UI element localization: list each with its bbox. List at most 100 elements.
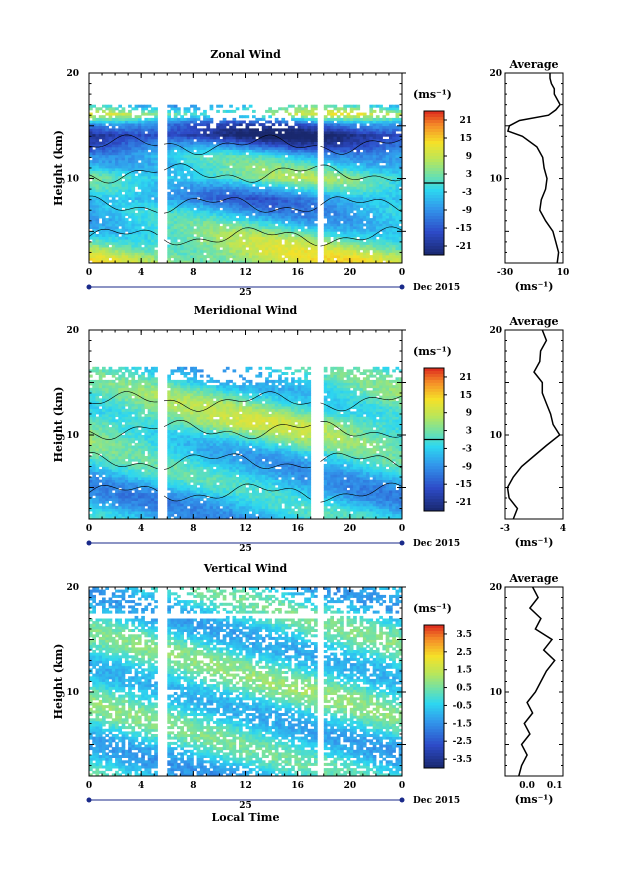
heatmap-cell [304,236,308,240]
heatmap-cell [98,215,103,219]
heatmap-cell [242,199,246,203]
heatmap-cell [105,252,109,256]
heatmap-cell [144,160,149,164]
heatmap-cell [102,173,106,177]
heatmap-cell [268,109,272,113]
heatmap-cell [268,165,272,169]
heatmap-cell [193,120,197,124]
heatmap-cell [385,231,390,235]
heatmap-cell [92,125,96,129]
heatmap-cell [314,152,318,156]
heatmap-cell [242,215,246,219]
heatmap-cell [118,117,122,121]
heatmap-cell [379,149,383,153]
heatmap-cell [154,141,158,145]
heatmap-cell [389,160,393,164]
heatmap-cell [372,223,377,227]
heatmap-cell [307,157,312,161]
heatmap-cell [196,247,201,251]
heatmap-cell [177,136,181,140]
heatmap-cell [118,189,122,193]
heatmap-cell [255,146,259,150]
heatmap-cell [274,141,279,145]
heatmap-cell [203,191,207,195]
heatmap-cell [235,170,240,174]
heatmap-cell [89,162,93,166]
heatmap-cell [265,183,269,187]
heatmap-cell [95,215,100,219]
heatmap-cell [297,199,302,203]
heatmap-cell [147,162,152,166]
heatmap-cell [92,183,96,187]
heatmap-cell [385,165,390,169]
heatmap-cell [307,125,312,129]
heatmap-cell [346,226,351,230]
heatmap-cell [297,117,302,121]
heatmap-cell [281,207,286,211]
heatmap-cell [382,202,387,206]
heatmap-cell [115,226,119,230]
heatmap-cell [239,168,243,171]
heatmap-cell [372,197,377,200]
heatmap-cell [372,125,377,129]
heatmap-cell [167,152,171,156]
contour-line [88,134,403,155]
heatmap-cell [118,218,122,222]
heatmap-cell [242,144,246,148]
heatmap-cell [395,144,400,148]
heatmap-cell [203,144,207,148]
heatmap-cell [392,123,396,127]
heatmap-cell [115,189,119,193]
heatmap-cell [369,183,374,187]
heatmap-cell [170,183,175,187]
heatmap-cell [392,228,396,232]
heatmap-cell [248,181,253,185]
heatmap-cell [229,133,233,137]
heatmap-cell [304,139,308,142]
heatmap-cell [265,144,269,148]
heatmap-cell [134,197,139,200]
heatmap-cell [349,146,354,150]
heatmap-cell [323,204,328,208]
heatmap-cell [333,104,338,108]
heatmap-cell [232,226,237,230]
heatmap-cell [111,152,116,156]
heatmap-cell [206,123,211,127]
heatmap-cell [389,181,393,185]
heatmap-cell [366,120,370,124]
heatmap-cell [170,212,175,216]
heatmap-cell [245,131,250,135]
heatmap-cell [330,199,334,203]
heatmap-cell [353,168,357,171]
heatmap-cell [193,236,197,240]
heatmap-cell [128,226,132,230]
heatmap-cell [180,204,184,208]
heatmap-cell [356,220,361,224]
heatmap-cell [222,194,227,198]
heatmap-cell [206,160,211,164]
heatmap-cell [274,120,279,124]
heatmap-cell [180,141,184,145]
heatmap-cell [330,223,334,227]
heatmap-cell [190,104,194,108]
heatmap-cell [385,255,390,259]
heatmap-cell [190,236,194,240]
heatmap-cell [144,220,149,224]
heatmap-cell [115,160,119,164]
heatmap-cell [278,234,282,237]
heatmap-cell [379,236,383,240]
heatmap-cell [216,139,220,142]
heatmap-cell [274,128,279,132]
heatmap-cell [304,223,308,227]
heatmap-cell [206,241,211,245]
heatmap-cell [92,252,96,256]
heatmap-cell [336,117,341,121]
heatmap-cell [229,255,233,259]
heatmap-cell [382,173,387,177]
heatmap-cell [89,133,93,137]
heatmap-cell [278,141,282,145]
heatmap-cell [252,146,256,150]
heatmap-cell [150,165,155,169]
heatmap-cell [340,178,344,182]
heatmap-cell [154,236,158,240]
